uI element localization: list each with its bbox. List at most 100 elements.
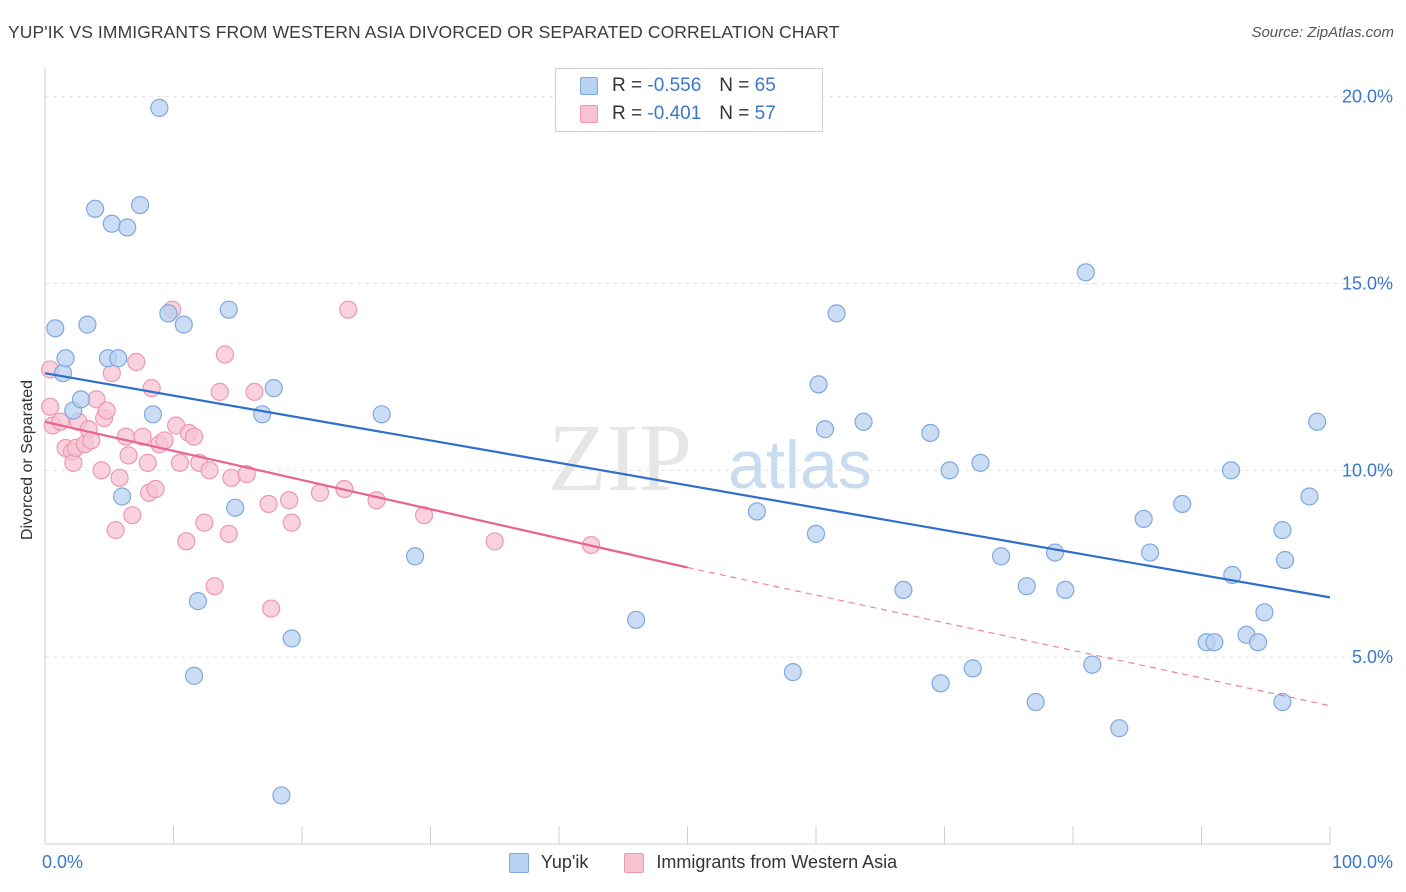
legend-swatch-immigrants xyxy=(580,105,598,123)
yupik-point xyxy=(71,390,91,409)
legend-item-immigrants: Immigrants from Western Asia xyxy=(624,852,897,873)
immigrants-point xyxy=(64,453,83,472)
legend-row-yupik: R = -0.556 N = 65 xyxy=(580,74,776,98)
immigrants-point xyxy=(133,427,152,446)
trend-line-immigrants xyxy=(44,420,688,569)
yupik-point xyxy=(931,674,950,693)
immigrants-point xyxy=(280,491,299,510)
yupik-point xyxy=(1017,577,1036,596)
yupik-point xyxy=(56,349,75,368)
immigrants-point xyxy=(245,382,264,401)
trend-lines xyxy=(44,372,1331,707)
series-legend: Yup'ik Immigrants from Western Asia xyxy=(0,852,1406,873)
yupik-point xyxy=(963,659,982,678)
yupik-point xyxy=(150,98,169,117)
trend-line-yupik xyxy=(44,372,1331,599)
yupik-point xyxy=(1273,692,1292,712)
yupik-point xyxy=(184,666,204,685)
immigrants-point xyxy=(123,506,142,525)
yupik-point xyxy=(1140,543,1160,562)
immigrants-point xyxy=(259,494,278,514)
legend-r-value: -0.401 xyxy=(647,103,702,124)
yupik-point xyxy=(174,315,193,334)
immigrants-point xyxy=(142,379,161,398)
yupik-point xyxy=(272,786,291,805)
yupik-point xyxy=(219,300,238,319)
yupik-point xyxy=(253,405,272,424)
legend-swatch-yupik xyxy=(508,852,529,873)
yupik-point xyxy=(112,487,132,506)
legend-n-value: 65 xyxy=(754,75,776,96)
yupik-point xyxy=(1255,603,1274,622)
legend-label-immigrants: Immigrants from Western Asia xyxy=(656,852,898,872)
watermark-atlas: atlas xyxy=(728,427,872,503)
y-tick-label: 10.0% xyxy=(1342,460,1393,480)
legend-r-value: -0.556 xyxy=(647,75,702,96)
yupik-point xyxy=(405,547,425,566)
immigrants-point xyxy=(205,577,224,596)
immigrants-point xyxy=(110,468,129,487)
immigrants-point xyxy=(138,453,157,472)
immigrants-point xyxy=(200,461,219,480)
immigrants-point xyxy=(339,300,358,319)
yupik-point xyxy=(806,524,826,543)
yupik-point xyxy=(921,423,940,443)
x-tick-label-max: 100.0% xyxy=(1331,852,1393,872)
legend-swatch-immigrants xyxy=(624,852,645,873)
yupik-point xyxy=(1026,692,1045,712)
yupik-point xyxy=(264,379,283,398)
yupik-point xyxy=(118,218,137,237)
legend-n-label: N = xyxy=(719,75,750,96)
yupik-point xyxy=(1205,633,1224,652)
yupik-point xyxy=(894,580,913,600)
immigrants-point xyxy=(195,513,214,532)
watermark: ZIP atlas xyxy=(548,404,872,511)
immigrants-point xyxy=(116,427,136,446)
yupik-point xyxy=(854,412,873,431)
legend-label-yupik: Yup'ik xyxy=(540,852,589,872)
immigrants-point xyxy=(106,521,125,540)
yupik-point xyxy=(1134,509,1153,529)
yupik-point xyxy=(747,502,766,521)
yupik-point xyxy=(372,405,391,424)
yupik-point xyxy=(188,592,208,611)
yupik-point xyxy=(827,304,846,323)
immigrants-point xyxy=(485,532,504,551)
yupik-point xyxy=(1045,543,1065,562)
yupik-point xyxy=(102,214,121,233)
yupik-point xyxy=(109,349,128,368)
y-tick-labels: 20.0% 15.0% 10.0% 5.0% xyxy=(1342,87,1393,667)
yupik-point xyxy=(971,453,990,472)
yupik-point xyxy=(1221,461,1241,480)
yupik-point xyxy=(809,375,828,394)
legend-n-value: 57 xyxy=(754,103,776,124)
immigrants-point xyxy=(127,352,146,372)
yupik-point xyxy=(815,420,835,439)
yupik-point xyxy=(226,498,245,517)
yupik-point xyxy=(53,364,73,383)
yupik-point xyxy=(1110,719,1129,738)
immigrants-point xyxy=(219,524,238,543)
immigrants-point xyxy=(222,468,241,487)
correlation-legend: R = -0.556 N = 65 R = -0.401 N = 57 xyxy=(555,68,823,132)
yupik-point xyxy=(46,319,65,338)
immigrants-point xyxy=(97,401,116,420)
y-tick-label: 20.0% xyxy=(1342,87,1393,107)
immigrants-point xyxy=(237,464,256,484)
legend-row-immigrants: R = -0.401 N = 57 xyxy=(580,102,776,126)
yupik-point xyxy=(1273,521,1292,540)
trend-line-immigrants-extension xyxy=(687,566,1331,707)
chart-title: YUP'IK VS IMMIGRANTS FROM WESTERN ASIA D… xyxy=(8,22,840,42)
y-tick-label: 15.0% xyxy=(1342,274,1393,294)
immigrants-point xyxy=(119,446,138,465)
yupik-point xyxy=(1056,580,1075,600)
series-immigrants-points xyxy=(41,300,601,618)
y-tick-label: 5.0% xyxy=(1352,647,1393,667)
x-tick-label-min: 0.0% xyxy=(42,852,84,872)
yupik-point xyxy=(1275,550,1295,570)
immigrants-point xyxy=(170,453,190,472)
yupik-point xyxy=(1300,487,1319,506)
immigrants-point xyxy=(310,483,330,502)
immigrants-point xyxy=(41,397,60,416)
